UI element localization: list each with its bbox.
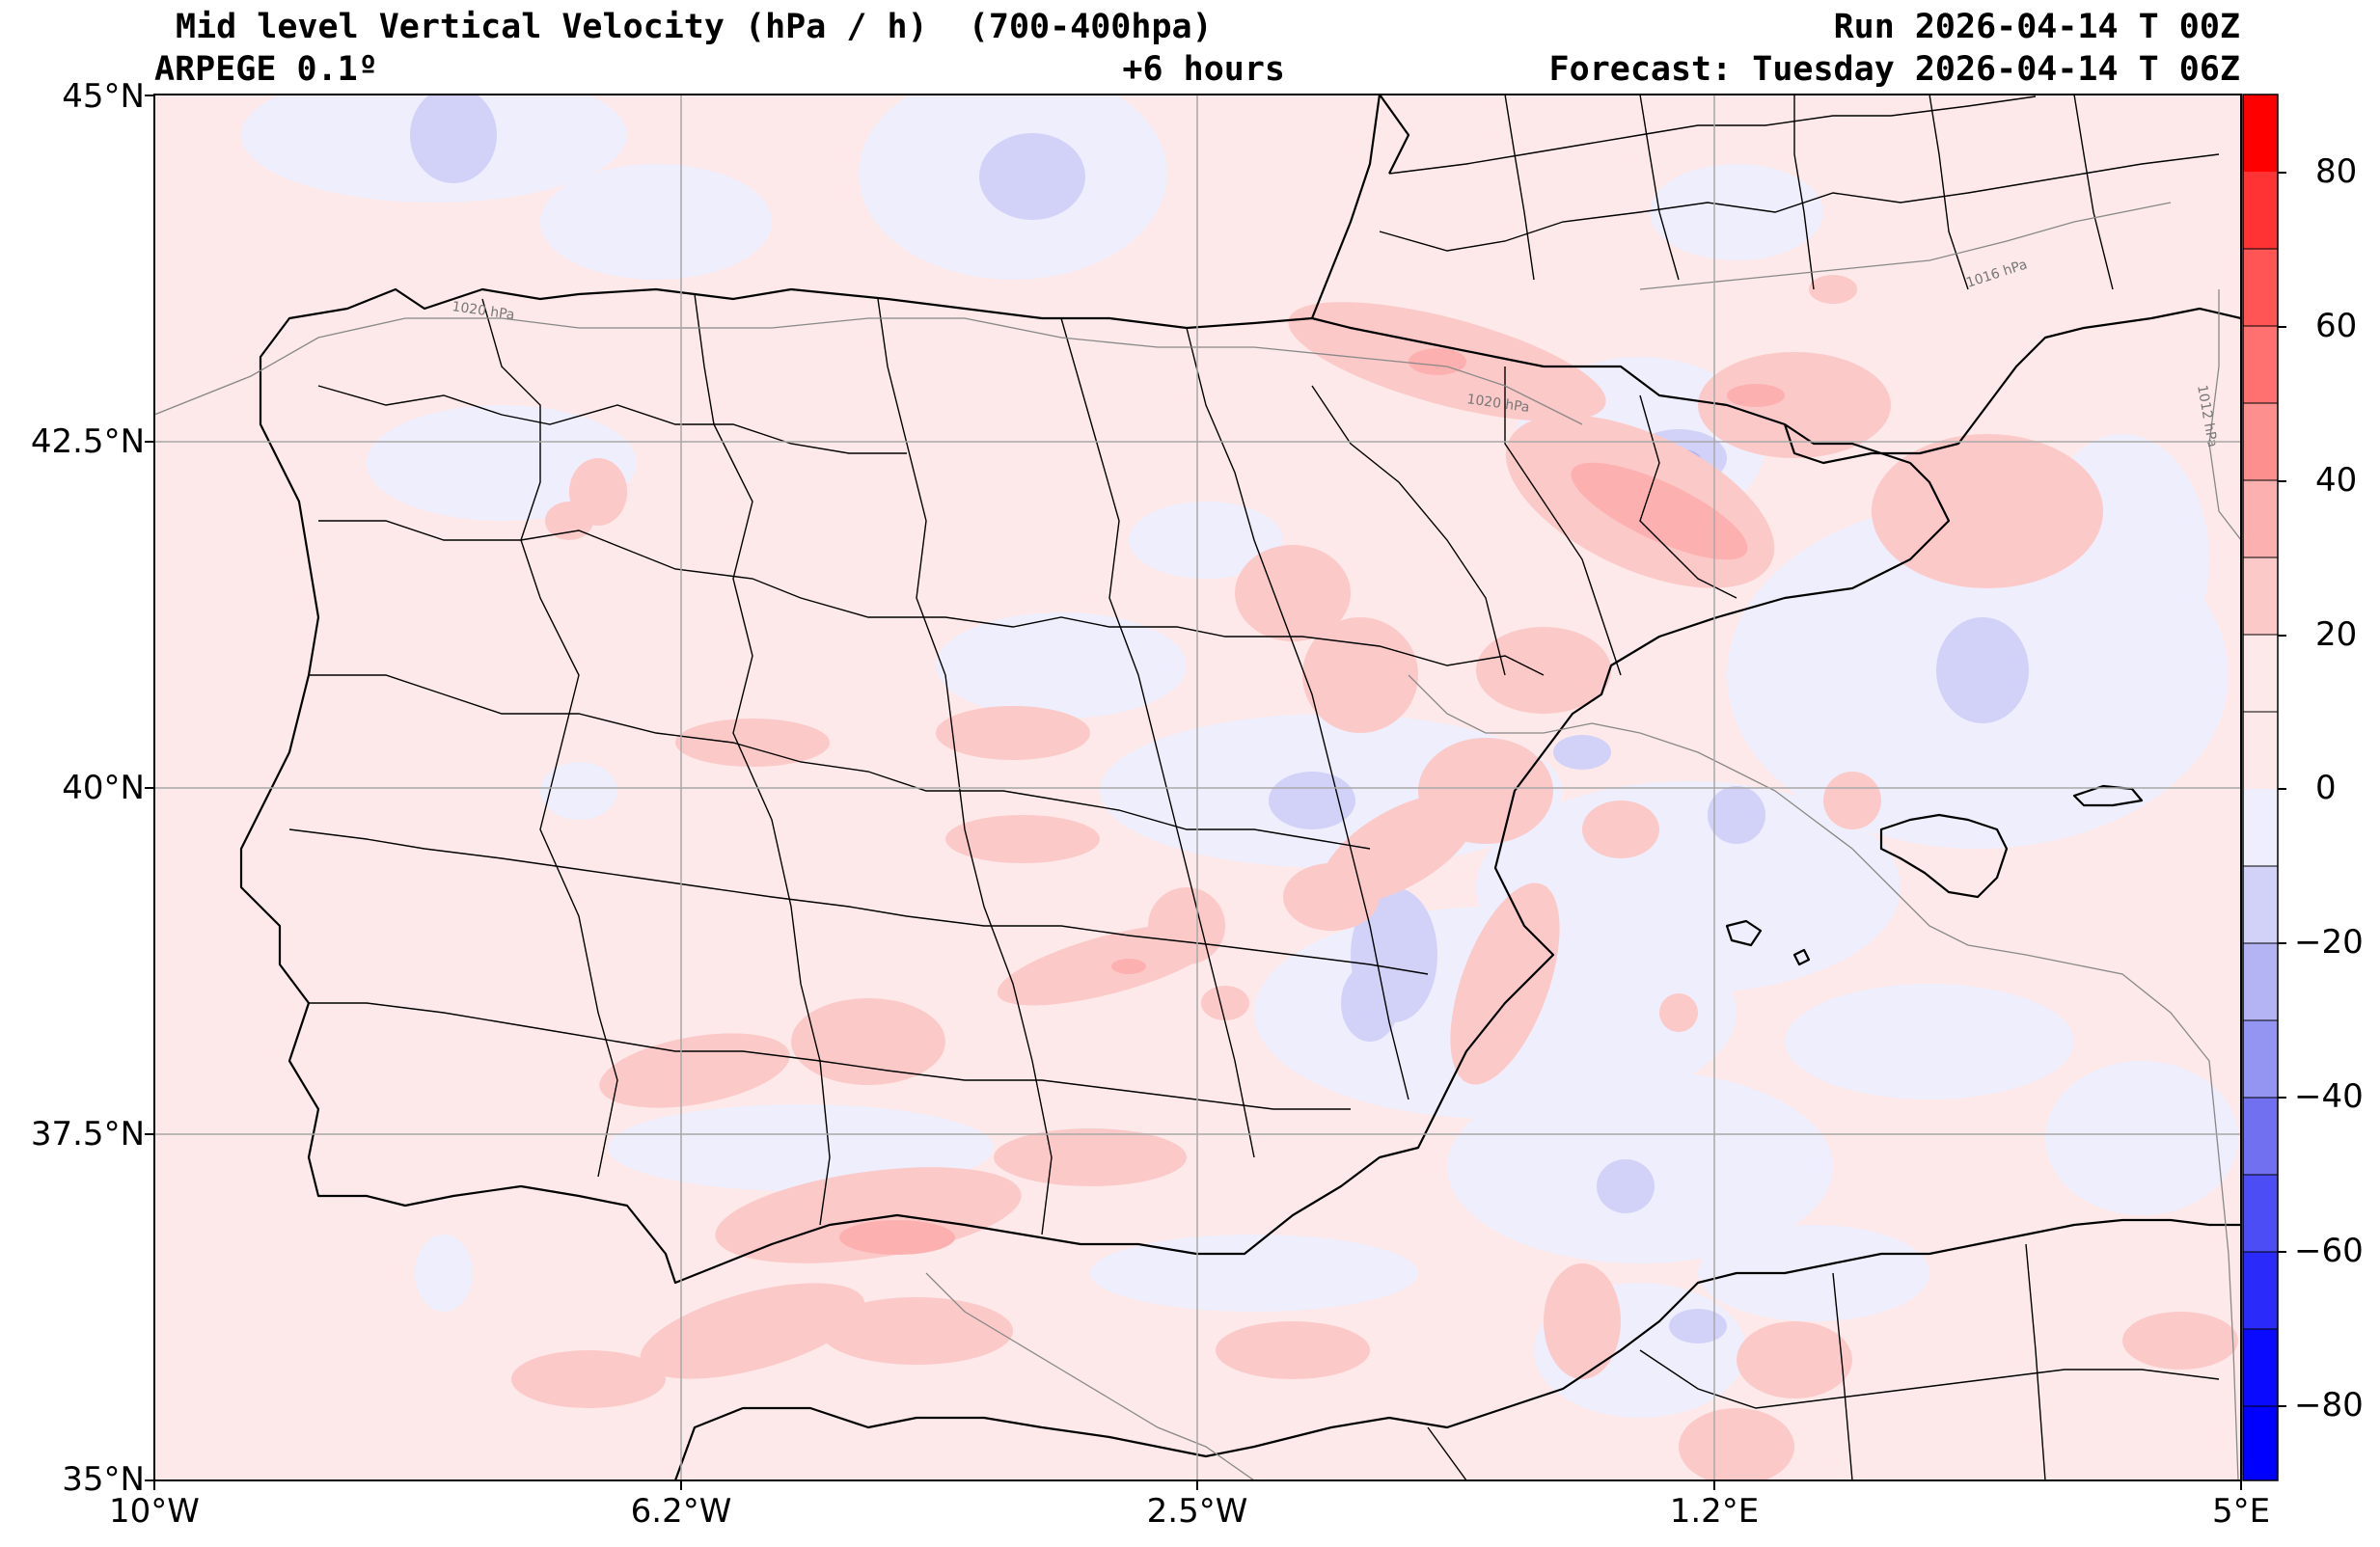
colorbar-tick-label: −80 — [2294, 1386, 2364, 1425]
colorbar-tick-label: 80 — [2315, 152, 2358, 191]
velocity-field: 1020 hPa 1020 hPa 1016 hPa 1012 hPa — [154, 95, 2241, 1480]
colorbar — [2242, 94, 2286, 1481]
model-label: ARPEGE 0.1º — [154, 50, 378, 89]
forecast-label: Forecast: Tuesday 2026-04-14 T 06Z — [1548, 50, 2240, 89]
lat-label-40n: 40°N — [62, 769, 145, 807]
run-label: Run 2026-04-14 T 00Z — [1833, 8, 2240, 46]
colorbar-tick-label: 60 — [2315, 307, 2358, 345]
axis-ticks — [145, 95, 2242, 1490]
lat-label-37-5n: 37.5°N — [30, 1115, 145, 1153]
coastlines — [239, 95, 2241, 1480]
admin-boundaries — [288, 95, 2220, 1480]
lon-label-1-2e: 1.2°E — [1669, 1492, 1760, 1531]
colorbar-tick-label: 20 — [2315, 615, 2358, 654]
chart-title: Mid level Vertical Velocity (hPa / h) (7… — [176, 8, 1213, 46]
gridlines — [154, 95, 2241, 1480]
isobars — [154, 202, 2241, 1480]
lon-label-6-2w: 6.2°W — [630, 1492, 732, 1531]
lon-label-2-5w: 2.5°W — [1146, 1492, 1248, 1531]
lat-label-42-5n: 42.5°N — [30, 422, 145, 461]
lead-time-label: +6 hours — [1122, 50, 1285, 89]
lat-label-45n: 45°N — [62, 77, 145, 116]
colorbar-tick-label: −60 — [2294, 1232, 2364, 1270]
colorbar-tick-label: 0 — [2315, 769, 2337, 807]
lat-label-35n: 35°N — [62, 1460, 145, 1499]
colorbar-tick-label: 40 — [2315, 461, 2358, 500]
colorbar-tick-label: −40 — [2294, 1077, 2364, 1116]
colorbar-tick-label: −20 — [2294, 923, 2364, 962]
lon-label-5e: 5°E — [2211, 1492, 2271, 1531]
lon-label-10w: 10°W — [109, 1492, 200, 1531]
